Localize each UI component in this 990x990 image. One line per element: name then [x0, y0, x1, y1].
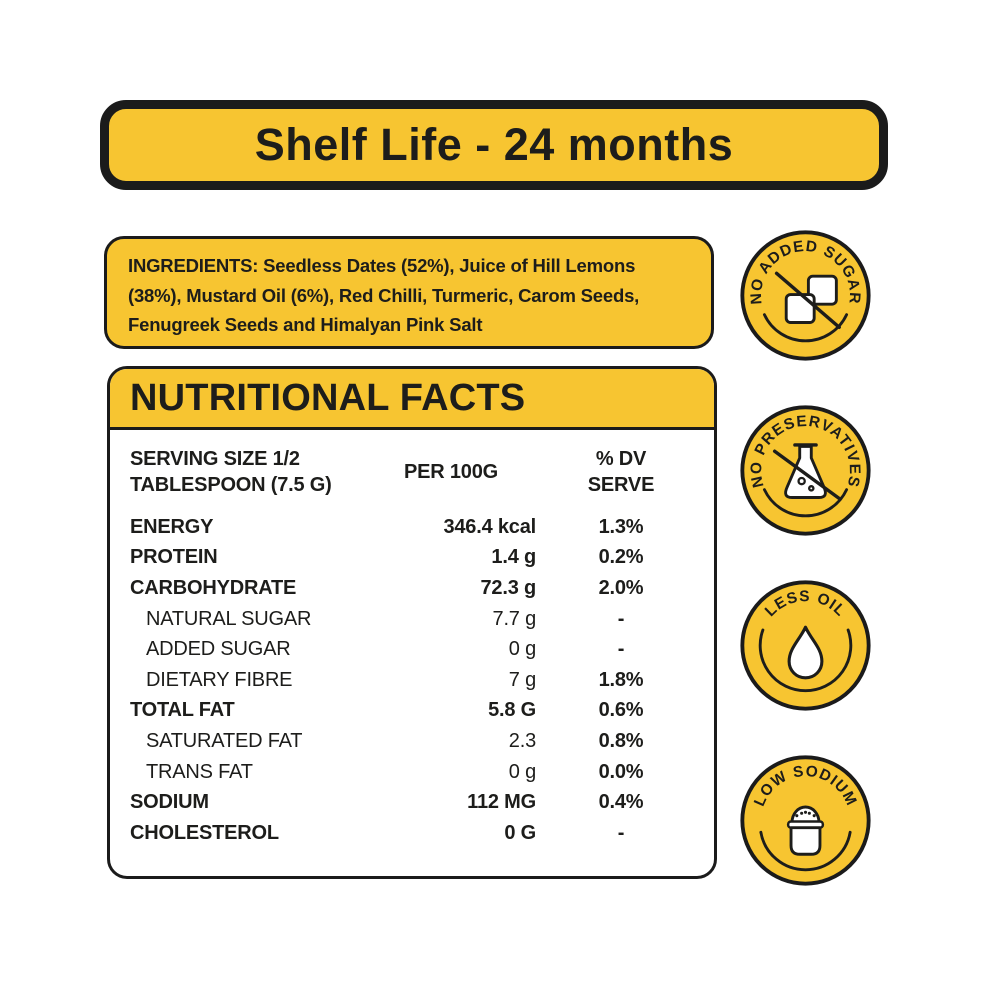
- row-label: ADDED SUGAR: [146, 638, 291, 661]
- table-row-cholesterol: CHOLESTEROL 0 G -: [130, 818, 706, 849]
- row-value: 2.3: [508, 729, 536, 752]
- table-row-carbohydrate: CARBOHYDRATE 72.3 g 2.0%: [130, 573, 706, 604]
- row-dv: 0.8%: [598, 729, 644, 752]
- row-value: 112 MG: [467, 791, 536, 814]
- shelf-life-banner: Shelf Life - 24 months: [100, 100, 888, 190]
- row-label: SATURATED FAT: [146, 729, 303, 752]
- nutrition-table-header: SERVING SIZE 1/2 TABLESPOON (7.5 G) PER …: [110, 430, 714, 498]
- per-100g-header: PER 100G: [403, 461, 498, 483]
- ingredients-text: Seedless Dates (52%), Juice of Hill Lemo…: [128, 255, 640, 336]
- badge-no-added-sugar: NO ADDED SUGAR: [738, 228, 873, 363]
- row-value: 346.4 kcal: [443, 515, 536, 538]
- table-row-sodium: SODIUM 112 MG 0.4%: [130, 787, 706, 818]
- flask-crossed-icon: [772, 443, 841, 501]
- row-value: 0 g: [508, 760, 536, 783]
- serving-size-line2: TABLESPOON (7.5 G): [130, 474, 332, 496]
- row-value: 72.3 g: [480, 576, 537, 599]
- row-value: 5.8 G: [488, 699, 536, 722]
- shelf-life-text: Shelf Life - 24 months: [254, 119, 734, 170]
- row-value: 7 g: [508, 668, 536, 691]
- row-label: SODIUM: [130, 791, 209, 814]
- row-value: 0 g: [508, 638, 536, 661]
- dv-serve-line1: % DV: [595, 448, 647, 470]
- row-dv: 0.0%: [598, 760, 644, 783]
- nutrition-header: NUTRITIONAL FACTS: [110, 369, 714, 430]
- nutrition-title: NUTRITIONAL FACTS: [130, 376, 526, 419]
- badge-smile-arc: [759, 830, 852, 872]
- badge-no-added-sugar-svg: NO ADDED SUGAR: [740, 230, 871, 361]
- row-label: ENERGY: [130, 515, 214, 538]
- row-value: 0 G: [504, 821, 536, 844]
- table-row-protein: PROTEIN 1.4 g 0.2%: [130, 543, 706, 574]
- row-dv: -: [617, 607, 625, 630]
- ingredients-box: INGREDIENTS: Seedless Dates (52%), Juice…: [104, 236, 714, 349]
- nutrition-table: ENERGY 346.4 kcal 1.3% PROTEIN 1.4 g 0.2…: [110, 498, 714, 849]
- badge-inner-arc: [758, 628, 853, 693]
- badge-no-preservatives-svg: NO PRESERVATIVES: [740, 405, 871, 536]
- table-row-total-fat: TOTAL FAT 5.8 G 0.6%: [130, 696, 706, 727]
- dv-serve-header: % DV SERVE: [536, 446, 706, 498]
- sugar-cubes-crossed-icon: [774, 271, 841, 330]
- row-dv: -: [617, 821, 625, 844]
- row-dv: 1.8%: [598, 668, 644, 691]
- table-row-added-sugar: ADDED SUGAR 0 g -: [130, 634, 706, 665]
- row-value: 7.7 g: [492, 607, 537, 630]
- salt-shaker-icon: [786, 805, 825, 856]
- serving-size-header: SERVING SIZE 1/2 TABLESPOON (7.5 G): [130, 446, 366, 498]
- table-row-saturated-fat: SATURATED FAT 2.3 0.8%: [130, 726, 706, 757]
- row-dv: 2.0%: [598, 576, 644, 599]
- row-label: DIETARY FIBRE: [146, 668, 293, 691]
- badge-no-preservatives: NO PRESERVATIVES: [738, 403, 873, 538]
- badge-low-sodium: LOW SODIUM: [738, 753, 873, 888]
- nutrition-panel: NUTRITIONAL FACTS SERVING SIZE 1/2 TABLE…: [107, 366, 717, 879]
- table-row-natural-sugar: NATURAL SUGAR 7.7 g -: [130, 604, 706, 635]
- table-row-energy: ENERGY 346.4 kcal 1.3%: [130, 512, 706, 543]
- badge-smile-arc: [762, 488, 849, 518]
- row-dv: 0.2%: [598, 546, 644, 569]
- row-value: 1.4 g: [491, 546, 536, 569]
- row-dv: 0.6%: [598, 699, 644, 722]
- table-row-dietary-fibre: DIETARY FIBRE 7 g 1.8%: [130, 665, 706, 696]
- badge-less-oil-svg: LESS OIL: [740, 580, 871, 711]
- row-label: CHOLESTEROL: [130, 821, 279, 844]
- row-dv: -: [617, 638, 625, 661]
- row-label: NATURAL SUGAR: [146, 607, 312, 630]
- row-label: PROTEIN: [130, 546, 218, 569]
- serving-size-line1: SERVING SIZE 1/2: [130, 448, 300, 470]
- badge-less-oil: LESS OIL: [738, 578, 873, 713]
- oil-drop-icon: [787, 625, 824, 680]
- ingredients-label: INGREDIENTS:: [128, 255, 259, 276]
- row-label: TOTAL FAT: [130, 699, 235, 722]
- dv-serve-line2: SERVE: [587, 474, 655, 496]
- row-label: TRANS FAT: [146, 760, 253, 783]
- row-dv: 0.4%: [598, 791, 644, 814]
- row-dv: 1.3%: [598, 515, 644, 538]
- table-row-trans-fat: TRANS FAT 0 g 0.0%: [130, 757, 706, 788]
- row-label: CARBOHYDRATE: [130, 576, 297, 599]
- badge-low-sodium-svg: LOW SODIUM: [740, 755, 871, 886]
